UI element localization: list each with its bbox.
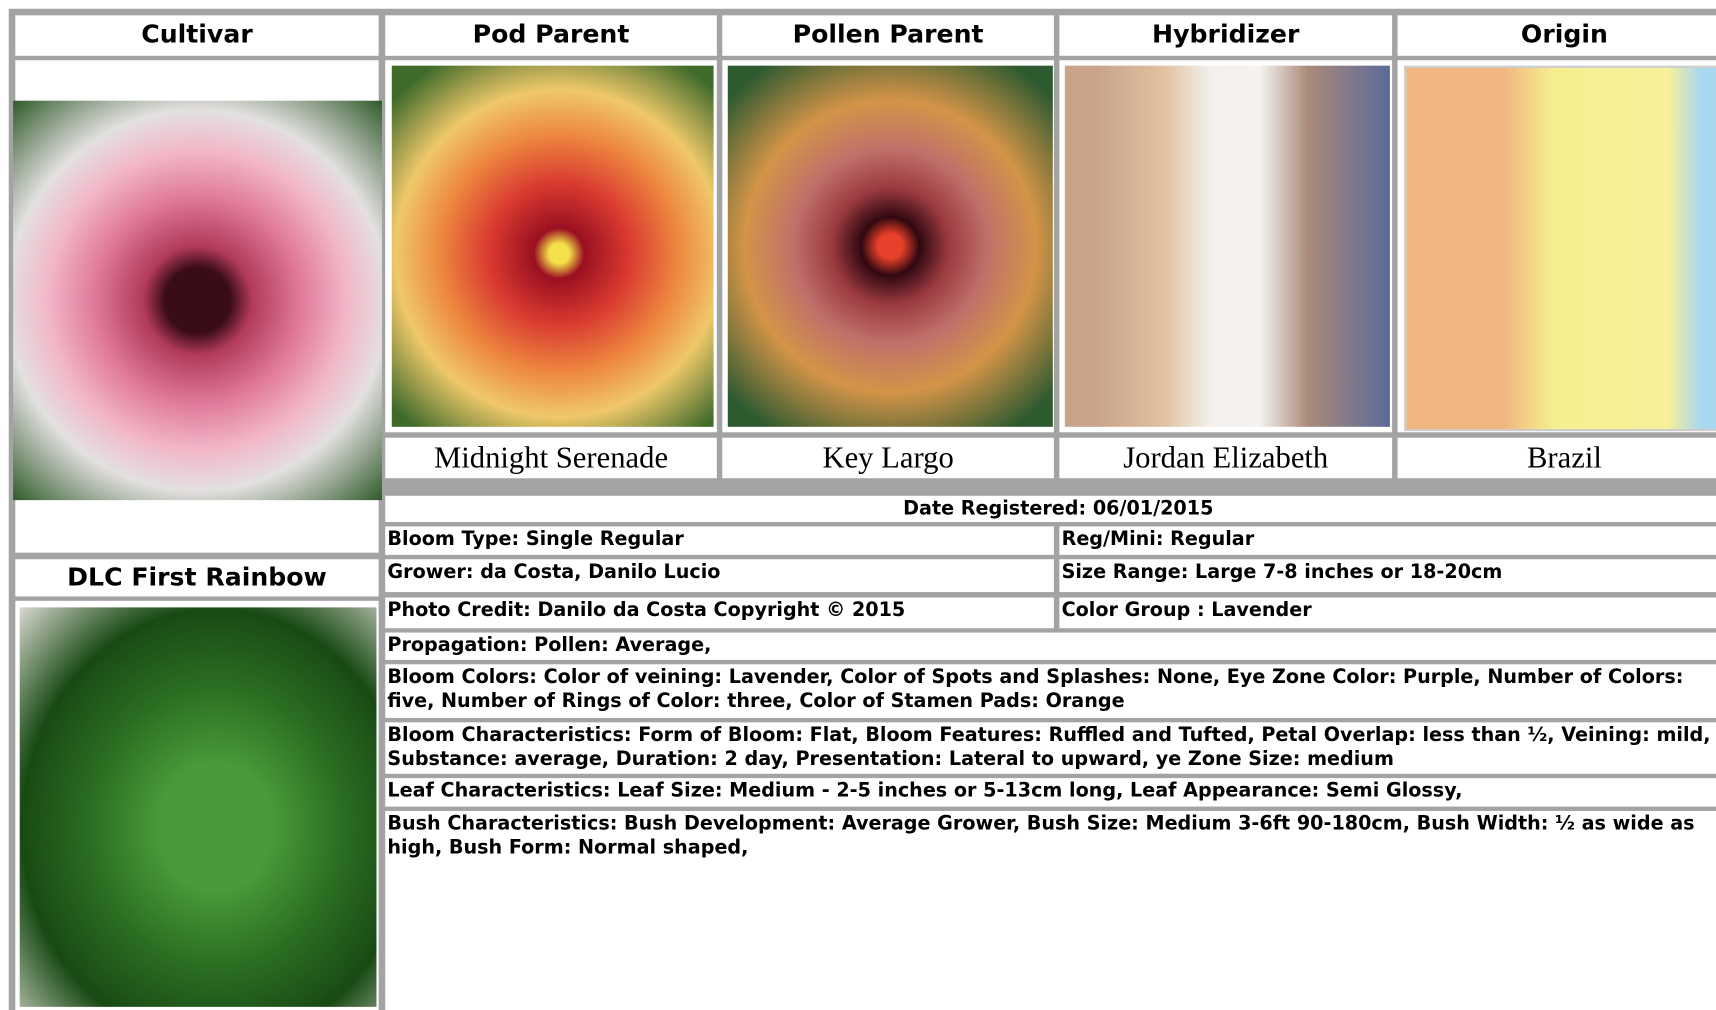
leaf-image-cell xyxy=(15,600,379,1010)
date-registered: Date Registered: 06/01/2015 xyxy=(385,495,1716,523)
pod-parent-photo xyxy=(391,65,714,427)
image-cell xyxy=(385,60,717,433)
detail: Grower: da Costa, Danilo Lucio xyxy=(385,559,1054,593)
cultivar-photo xyxy=(13,100,382,501)
cultivar-name: DLC First Rainbow xyxy=(15,559,379,597)
detail: Bloom Colors: Color of veining: Lavender… xyxy=(385,664,1716,718)
image-cell xyxy=(722,60,1054,433)
image-cell xyxy=(1059,60,1393,433)
detail: Photo Credit: Danilo da Costa Copyright … xyxy=(385,597,1054,629)
header-cell: Cultivar xyxy=(15,15,379,56)
hybridizer-photo xyxy=(1064,65,1390,427)
leaf-photo xyxy=(19,607,377,1007)
detail: Leaf Characteristics: Leaf Size: Medium … xyxy=(385,778,1716,807)
detail: Bush Characteristics: Bush Development: … xyxy=(385,810,1716,1010)
pollen-parent-photo xyxy=(727,65,1053,427)
detail: Bloom Type: Single Regular xyxy=(385,526,1054,555)
origin-map xyxy=(1404,65,1716,432)
header-cell: Origin xyxy=(1397,15,1716,56)
detail: Bloom Characteristics: Form of Bloom: Fl… xyxy=(385,722,1716,774)
caption: Key Largo xyxy=(722,437,1054,479)
caption: Jordan Elizabeth xyxy=(1059,437,1393,479)
image-cell xyxy=(1397,60,1716,433)
header-cell: Pollen Parent xyxy=(722,15,1054,56)
detail: Reg/Mini: Regular xyxy=(1059,526,1716,555)
caption: Midnight Serenade xyxy=(385,437,717,479)
detail: Size Range: Large 7-8 inches or 18-20cm xyxy=(1059,559,1716,593)
detail: Color Group : Lavender xyxy=(1059,597,1716,629)
caption: Brazil xyxy=(1397,437,1716,479)
detail: Propagation: Pollen: Average, xyxy=(385,632,1716,660)
header-cell: Pod Parent xyxy=(385,15,717,56)
header-cell: Hybridizer xyxy=(1059,15,1393,56)
cultivar-image-cell xyxy=(13,60,382,553)
